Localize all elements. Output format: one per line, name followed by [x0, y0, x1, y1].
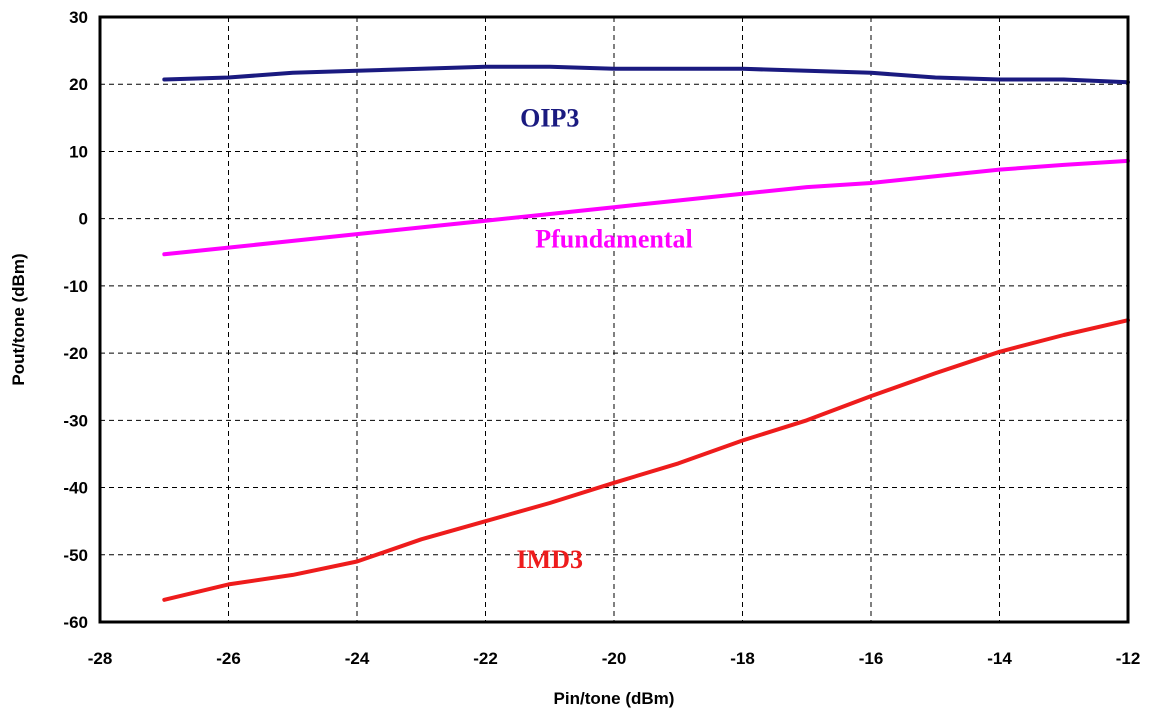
series-labels: OIP3 Pfundamental IMD3: [517, 104, 693, 575]
y-tick-label: 30: [69, 8, 88, 27]
plot-frame: [98, 15, 1130, 624]
series-line-imd3: [162, 318, 1130, 602]
y-tick-label: -50: [63, 546, 88, 565]
x-axis-title: Pin/tone (dBm): [554, 689, 675, 708]
x-tick-label: -12: [1116, 649, 1141, 668]
series-label-imd3: IMD3: [517, 545, 583, 574]
y-tick-label: 10: [69, 142, 88, 161]
y-tick-label: -20: [63, 344, 88, 363]
x-tick-labels: -28 -26 -24 -22 -20 -18 -16 -14 -12: [88, 649, 1141, 668]
series-label-pfundamental: Pfundamental: [535, 225, 692, 254]
x-tick-label: -28: [88, 649, 113, 668]
x-tick-label: -24: [345, 649, 370, 668]
y-tick-label: -10: [63, 277, 88, 296]
y-tick-label: 0: [79, 210, 88, 229]
y-axis-title: Pout/tone (dBm): [9, 253, 28, 385]
series-line-pfundamental: [162, 158, 1130, 257]
y-tick-labels: -60 -50 -40 -30 -20 -10 0 10 20 30: [63, 8, 88, 632]
y-tick-label: 20: [69, 75, 88, 94]
series-label-oip3: OIP3: [520, 104, 579, 133]
x-tick-label: -18: [730, 649, 755, 668]
grid: [100, 17, 1128, 622]
x-tick-label: -14: [987, 649, 1012, 668]
x-tick-label: -22: [473, 649, 498, 668]
x-tick-label: -16: [859, 649, 884, 668]
y-tick-label: -60: [63, 613, 88, 632]
series-lines: [162, 64, 1130, 602]
x-tick-label: -20: [602, 649, 627, 668]
y-tick-label: -30: [63, 411, 88, 430]
x-tick-label: -26: [216, 649, 241, 668]
series-line-oip3: [162, 64, 1130, 85]
y-tick-label: -40: [63, 479, 88, 498]
